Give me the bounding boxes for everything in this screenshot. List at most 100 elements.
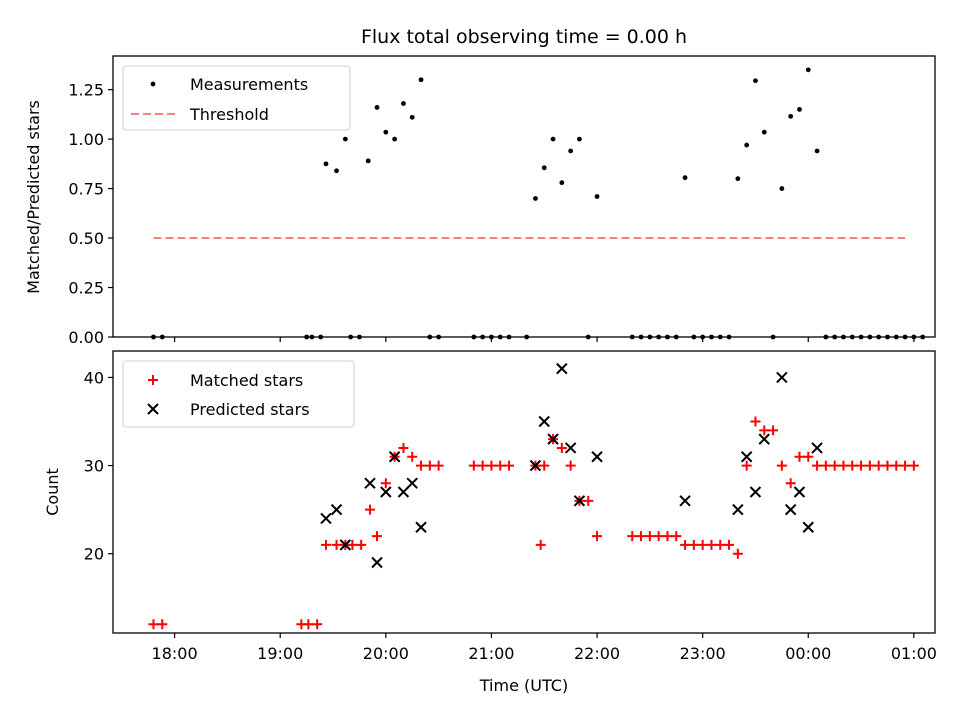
matched-star-point: [565, 460, 576, 471]
predicted-star-point: [529, 459, 542, 472]
matched-star-point: [882, 460, 893, 471]
matched-star-point: [303, 619, 314, 630]
measurement-point: [753, 78, 758, 84]
predicted-star-point: [732, 503, 744, 516]
x-tick-label: 22:00: [574, 644, 620, 663]
measurement-point: [814, 148, 820, 154]
matched-star-point: [356, 539, 367, 550]
bottom-y-tick-label: 20: [84, 545, 104, 564]
matched-star-point: [715, 539, 726, 550]
predicted-star-point: [547, 433, 559, 445]
predicted-star-point: [679, 495, 691, 507]
matched-star-point: [556, 442, 567, 453]
predicted-star-point: [330, 503, 343, 516]
predicted-star-point: [364, 477, 376, 489]
matched-star-point: [724, 539, 735, 550]
measurement-point: [401, 101, 406, 106]
predicted-star-point: [380, 486, 392, 498]
matched-star-point: [416, 460, 427, 471]
predicted-star-point: [538, 415, 550, 428]
matched-star-point: [477, 460, 488, 471]
matched-star-point: [732, 548, 743, 559]
matched-star-point: [900, 460, 911, 471]
bottom-panel: Count Time (UTC) 20 30 40 18:00 19:00 20:00 2…: [43, 350, 937, 695]
x-tick-label: 20:00: [363, 644, 409, 663]
predicted-star-point: [397, 486, 410, 498]
matched-star-point: [750, 416, 761, 427]
matched-star-point: [662, 531, 673, 542]
matched-star-point: [592, 531, 603, 542]
measurement-point: [409, 114, 415, 120]
measurement-point: [744, 142, 750, 148]
bottom-plot-area: [148, 362, 919, 630]
matched-star-point: [583, 495, 594, 506]
measurement-point: [594, 194, 600, 199]
matched-star-point: [486, 460, 497, 471]
matched-star-point: [372, 531, 383, 542]
predicted-star-point: [776, 371, 788, 384]
predicted-star-point: [339, 539, 352, 551]
matched-star-point: [644, 531, 655, 542]
top-plot-frame: [112, 55, 936, 338]
measurement-point: [533, 196, 538, 201]
matched-star-point: [347, 539, 358, 550]
measurement-point: [392, 136, 398, 142]
bottom-y-tick-label: 40: [84, 368, 104, 387]
matched-star-point: [331, 539, 342, 550]
bottom-y-axis-label: Count: [43, 468, 62, 516]
x-tick-label: 23:00: [680, 644, 726, 663]
measurement-point: [568, 148, 574, 154]
matched-star-point: [856, 460, 867, 471]
top-legend-box: [122, 65, 351, 131]
matched-star-point: [891, 460, 902, 471]
predicted-star-point: [371, 556, 383, 569]
predicted-star-point: [740, 451, 753, 463]
x-tick-label: 01:00: [891, 644, 937, 663]
matched-star-point: [380, 478, 391, 489]
top-y-axis-label: Matched/Predicted stars: [24, 100, 43, 294]
x-tick-label: 00:00: [785, 644, 831, 663]
matched-star-point: [653, 531, 664, 542]
matched-star-point: [680, 539, 691, 550]
matched-star-point: [627, 531, 638, 542]
matched-star-point: [908, 460, 919, 471]
x-tick-label: 19:00: [257, 644, 303, 663]
matched-star-point: [157, 619, 168, 630]
top-y-ticks: 0.00 0.25 0.50 0.75 1.00 1.25: [68, 81, 915, 347]
measurement-point: [788, 113, 794, 119]
measurement-point: [559, 180, 565, 186]
top-y-tick-label: 0.75: [68, 180, 104, 199]
predicted-star-point: [793, 486, 806, 498]
top-y-tick-label: 0.25: [68, 279, 104, 298]
predicted-star-point: [406, 477, 418, 489]
predicted-star-point: [802, 521, 814, 533]
legend-measurements-marker: [150, 81, 156, 87]
matched-star-point: [364, 504, 375, 515]
matched-star-point: [148, 619, 159, 630]
matched-star-point: [829, 460, 840, 471]
measurement-point: [323, 161, 329, 167]
measurement-point: [418, 77, 424, 83]
predicted-star-point: [591, 451, 603, 463]
predicted-star-point: [811, 442, 823, 454]
top-panel: Flux total observing time = 0.00 h Match…: [24, 26, 936, 347]
predicted-star-point: [556, 362, 568, 375]
matched-star-point: [539, 460, 550, 471]
measurement-point: [365, 158, 371, 164]
matched-star-point: [812, 460, 823, 471]
matched-star-point: [820, 460, 831, 471]
matched-star-point: [320, 539, 331, 550]
top-legend: Measurements Threshold: [122, 65, 351, 131]
predicted-star-point: [388, 451, 401, 463]
predicted-star-point: [564, 442, 577, 454]
x-axis-label: Time (UTC): [479, 676, 568, 695]
measurement-point: [761, 129, 767, 135]
legend-matched-label: Matched stars: [190, 371, 303, 390]
measurement-point: [550, 136, 556, 142]
predicted-star-point: [415, 521, 427, 533]
measurement-point: [577, 136, 582, 142]
predicted-star-point: [758, 433, 770, 445]
measurement-point: [342, 136, 348, 142]
legend-predicted-marker: [147, 403, 159, 415]
